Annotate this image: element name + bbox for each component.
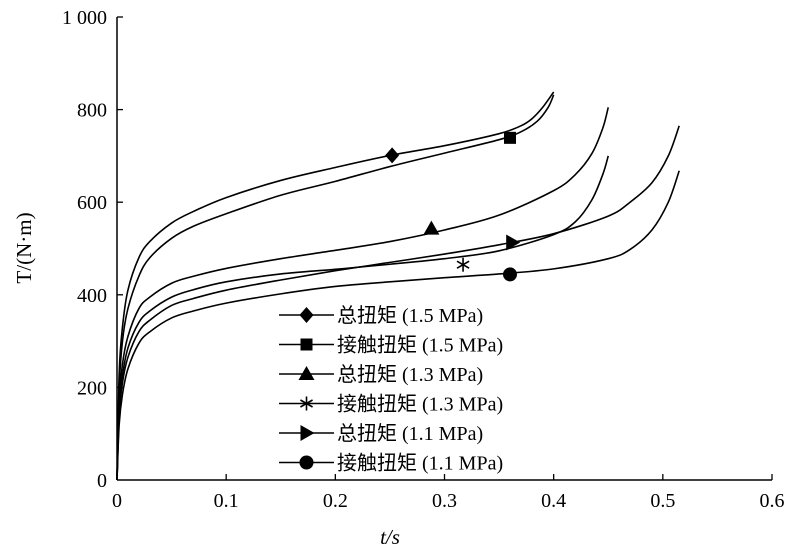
legend-entry: 总扭矩 (1.3 MPa) bbox=[279, 363, 483, 386]
x-tick-label: 0.6 bbox=[760, 490, 785, 512]
y-tick-label: 1 000 bbox=[62, 7, 107, 29]
legend-entry: 接触扭矩 (1.1 MPa) bbox=[279, 452, 503, 475]
x-tick-label: 0 bbox=[112, 490, 122, 512]
y-ticks: 0 200 400 600 800 1 000 bbox=[62, 7, 123, 492]
series-line-4 bbox=[116, 155, 610, 481]
series-line-5 bbox=[116, 125, 680, 481]
series-line-3 bbox=[116, 107, 610, 481]
legend-marker bbox=[298, 366, 315, 380]
series-lines bbox=[116, 91, 680, 481]
y-tick-label: 400 bbox=[77, 285, 107, 307]
y-axis-label: T/(N·m) bbox=[12, 212, 36, 283]
x-tick-label: 0.1 bbox=[214, 490, 239, 512]
x-tick-label: 0.4 bbox=[541, 490, 566, 512]
legend-entry: 总扭矩 (1.5 MPa) bbox=[279, 304, 483, 327]
legend: 总扭矩 (1.5 MPa) 接触扭矩 (1.5 MPa) 总扭矩 (1.3 MPa)… bbox=[279, 304, 503, 475]
legend-entry: 总扭矩 (1.1 MPa) bbox=[279, 422, 483, 445]
legend-label: 总扭矩 (1.3 MPa) bbox=[337, 363, 483, 386]
series-marker-5 bbox=[506, 234, 521, 251]
y-tick-label: 200 bbox=[77, 377, 107, 399]
series-marker-1 bbox=[385, 147, 400, 164]
series-marker-4 bbox=[456, 257, 470, 272]
x-tick-label: 0.3 bbox=[432, 490, 457, 512]
series-line-1 bbox=[116, 91, 555, 481]
x-tick-label: 0.2 bbox=[323, 490, 348, 512]
x-tick-label: 0.5 bbox=[650, 490, 675, 512]
x-ticks: 0 0.1 0.2 0.3 0.4 0.5 0.6 bbox=[112, 474, 785, 512]
legend-marker bbox=[300, 425, 315, 441]
legend-marker bbox=[299, 455, 314, 470]
legend-marker bbox=[299, 307, 314, 323]
y-tick-label: 0 bbox=[97, 470, 107, 492]
series-marker-3 bbox=[423, 220, 440, 235]
legend-marker bbox=[300, 338, 313, 351]
series-marker-2 bbox=[504, 131, 516, 144]
legend-label: 接触扭矩 (1.1 MPa) bbox=[337, 452, 503, 475]
legend-entry: 接触扭矩 (1.3 MPa) bbox=[279, 393, 503, 416]
y-tick-label: 600 bbox=[77, 192, 107, 214]
legend-label: 接触扭矩 (1.5 MPa) bbox=[337, 334, 503, 357]
legend-label: 总扭矩 (1.1 MPa) bbox=[337, 422, 483, 445]
legend-label: 接触扭矩 (1.3 MPa) bbox=[337, 393, 503, 416]
series-markers bbox=[385, 131, 521, 282]
legend-entry: 接触扭矩 (1.5 MPa) bbox=[279, 334, 503, 357]
series-marker-6 bbox=[503, 267, 517, 282]
legend-label: 总扭矩 (1.5 MPa) bbox=[337, 304, 483, 327]
series-line-6 bbox=[116, 170, 680, 481]
legend-marker bbox=[300, 396, 313, 411]
y-tick-label: 800 bbox=[77, 100, 107, 122]
series-line-2 bbox=[116, 94, 555, 481]
x-axis-label: t/s bbox=[380, 525, 400, 549]
